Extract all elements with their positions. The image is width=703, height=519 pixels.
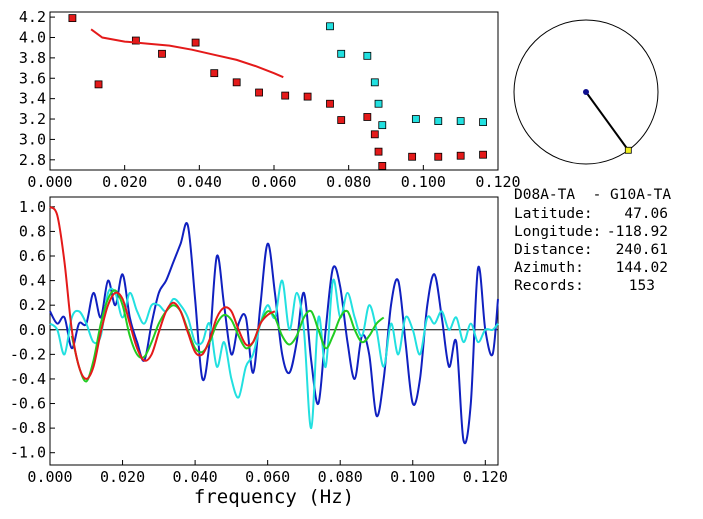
x-tick-label: 0.040	[173, 468, 218, 486]
red-point	[94, 80, 103, 89]
cyan-point	[370, 78, 379, 87]
records-value: 153	[629, 278, 655, 294]
dispersion-x-ticks: 0.000 0.020 0.040 0.060 0.080 0.100 0.120	[27, 165, 521, 191]
cyan-point	[326, 22, 334, 31]
red-point	[68, 14, 77, 23]
y-tick-label: 3.8	[19, 49, 46, 67]
y-tick-label: 0.2	[19, 296, 46, 314]
longitude-label: Longitude:	[514, 224, 601, 240]
records-label: Records:	[514, 278, 584, 294]
azimuth-circle	[513, 19, 659, 165]
red-point	[337, 116, 346, 124]
cyan-point	[363, 51, 372, 60]
correlation-plot-frame	[49, 196, 499, 466]
y-tick-label: -0.2	[10, 345, 46, 363]
center-station-dot	[583, 89, 589, 95]
y-tick-label: 3.6	[19, 69, 46, 87]
cyan-point	[434, 117, 443, 125]
red-point	[363, 113, 372, 121]
red-point	[370, 130, 379, 139]
y-tick-label: 4.2	[19, 8, 46, 26]
x-tick-label: 0.080	[326, 173, 371, 191]
cyan-point	[411, 115, 420, 123]
red-point	[281, 91, 290, 100]
x-tick-label: 0.060	[251, 173, 296, 191]
correlation-x-ticks: 0.000 0.020 0.040 0.060 0.080 0.100 0.120	[27, 460, 508, 486]
x-tick-label: 0.000	[27, 468, 72, 486]
azimuth-label: Azimuth:	[514, 260, 584, 276]
azimuth-diagram	[513, 19, 659, 165]
y-tick-label: 0.0	[19, 321, 46, 339]
dispersion-marks	[68, 14, 487, 170]
distance-label: Distance:	[514, 242, 593, 258]
y-tick-label: 3.4	[19, 90, 46, 108]
y-tick-label: 4.0	[19, 28, 46, 46]
red-point	[191, 38, 200, 47]
red-point	[378, 162, 387, 170]
y-tick-label: 3.2	[19, 110, 46, 128]
green-series-line	[70, 289, 385, 383]
cyan-point	[337, 49, 346, 58]
x-tick-label: 0.040	[177, 173, 222, 191]
red-point	[158, 49, 166, 58]
x-tick-label: 0.000	[27, 173, 72, 191]
dispersion-y-ticks: 2.8 3.0 3.2 3.4 3.6 3.8 4.0 4.2	[19, 8, 55, 169]
red-point	[456, 151, 465, 160]
correlation-y-ticks: 1.0 0.8 0.6 0.4 0.2 0.0 -0.2 -0.4 -0.6 -0.8 -1.0	[10, 198, 55, 462]
correlation-marks	[49, 206, 499, 445]
y-tick-label: -0.4	[10, 370, 46, 388]
red-point	[210, 69, 219, 78]
y-tick-label: 2.8	[19, 151, 46, 169]
distance-value: 240.61	[616, 242, 668, 258]
x-tick-label: 0.120	[463, 468, 508, 486]
blue-series-line	[49, 222, 499, 445]
dispersion-plot: 0.000 0.020 0.040 0.060 0.080 0.100 0.120 2.8 3…	[19, 8, 521, 191]
red-series-line	[49, 206, 276, 380]
latitude-value: 47.06	[624, 206, 668, 222]
red-point	[131, 36, 140, 45]
azimuth-line	[585, 91, 630, 151]
x-tick-label: 0.120	[475, 173, 520, 191]
cyan-point	[374, 99, 383, 108]
cyan-series-line	[49, 278, 499, 430]
red-point	[303, 92, 312, 101]
azimuth-value: 144.02	[616, 260, 668, 276]
red-point	[408, 152, 417, 161]
end-station-marker	[624, 146, 632, 154]
correlation-plot: 0.000 0.020 0.040 0.060 0.080 0.100 0.120 1.0 0…	[10, 196, 508, 508]
dispersion-plot-frame	[49, 11, 499, 171]
red-point	[255, 88, 263, 97]
x-tick-label: 0.100	[390, 468, 435, 486]
red-point	[479, 150, 487, 159]
x-tick-label: 0.020	[100, 468, 145, 486]
longitude-value: -118.92	[607, 224, 668, 240]
x-tick-label: 0.020	[102, 173, 147, 191]
red-point	[326, 99, 334, 108]
dispersion-fit-line	[90, 28, 284, 79]
y-tick-label: -0.6	[10, 395, 46, 413]
y-tick-label: 3.0	[19, 130, 46, 148]
red-point	[374, 147, 383, 156]
y-tick-label: -0.8	[10, 419, 46, 437]
info-panel: D08A-TA - G10A-TA Latitude: 47.06 Longit…	[514, 187, 671, 294]
y-tick-label: 0.6	[19, 247, 46, 265]
cyan-point	[479, 118, 487, 126]
red-point	[232, 78, 241, 87]
x-tick-label: 0.080	[318, 468, 363, 486]
cyan-point	[378, 121, 387, 130]
latitude-label: Latitude:	[514, 206, 593, 222]
red-point	[434, 152, 443, 161]
y-tick-label: 0.8	[19, 222, 46, 240]
station-pair: D08A-TA - G10A-TA	[514, 187, 671, 203]
x-axis-title: frequency (Hz)	[194, 486, 354, 508]
y-tick-label: -1.0	[10, 444, 46, 462]
x-tick-label: 0.060	[245, 468, 290, 486]
y-tick-label: 1.0	[19, 198, 46, 216]
y-tick-label: 0.4	[19, 272, 46, 290]
x-tick-label: 0.100	[401, 173, 446, 191]
cyan-point	[456, 117, 465, 125]
